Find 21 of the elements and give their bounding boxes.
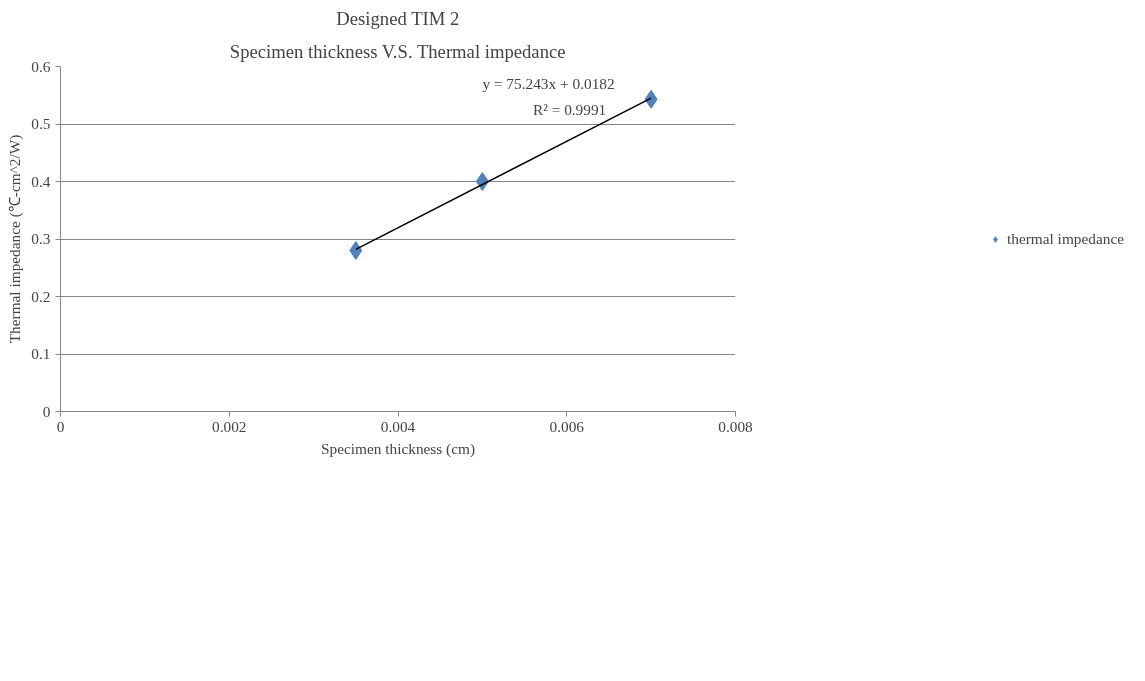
point (349, 241, 363, 260)
y-axis-title: Thermal impedance (℃-cm^2/W) (6, 134, 25, 344)
y-tick-label: 0 (42, 402, 51, 420)
x-tick-label: 0.002 (212, 417, 247, 435)
annotation: y = 75.243x + 0.0182 (482, 75, 615, 93)
x-tick-label: 0 (56, 417, 65, 435)
x-tick-label: 0.006 (549, 417, 585, 435)
y-tick-label: 0.3 (31, 230, 51, 247)
chart-subtitle: Specimen thickness V.S. Thermal impedance (229, 40, 566, 62)
y-tick-label: 0.2 (31, 287, 51, 305)
x-tick-label: 0.004 (380, 417, 416, 435)
annotation: R² = 0.9991 (533, 101, 607, 119)
x-axis-title: Specimen thickness (cm) (320, 439, 476, 458)
y-tick-label: 0.1 (31, 345, 51, 362)
chart-title: Designed TIM 2 (336, 7, 460, 29)
y-tick-label: 0.4 (31, 172, 51, 190)
point (644, 89, 658, 109)
y-tick-label: 0.6 (31, 57, 51, 75)
y-tick-label: 0.5 (31, 115, 51, 132)
legend-label: thermal impedance (1006, 229, 1125, 248)
x-tick-label: 0.008 (718, 417, 754, 435)
